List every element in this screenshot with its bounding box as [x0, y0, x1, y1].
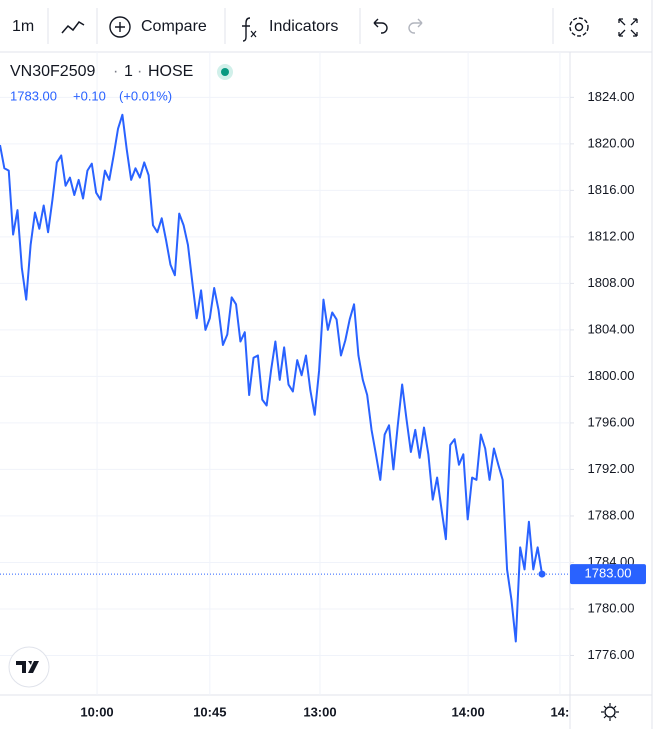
toolbar: 1m Compare Indicators: [0, 8, 652, 53]
symbol: VN30F2509: [10, 63, 95, 80]
y-tick-label: 1804.00: [588, 321, 635, 336]
indicators-icon-x: [250, 30, 257, 38]
compare-button[interactable]: Compare: [141, 18, 207, 35]
change: +0.10: [73, 88, 106, 103]
separator-dot: ·: [113, 63, 118, 80]
fullscreen-icon[interactable]: [618, 18, 638, 37]
y-tick-label: 1820.00: [588, 135, 635, 150]
y-tick-label: 1800.00: [588, 368, 635, 383]
y-tick-label: 1796.00: [588, 414, 635, 429]
y-tick-label: 1780.00: [588, 600, 635, 615]
compare-icon[interactable]: [109, 16, 131, 38]
undo-icon[interactable]: [373, 18, 388, 34]
x-tick-label: 14:00: [452, 704, 485, 719]
price-line: [0, 113, 544, 643]
redo-icon[interactable]: [408, 18, 423, 34]
y-tick-label: 1824.00: [588, 89, 635, 104]
chart-type-icon[interactable]: [61, 21, 85, 34]
last-price-badge: [570, 564, 646, 585]
interval-button[interactable]: 1m: [12, 18, 34, 35]
market-status[interactable]: [221, 68, 229, 76]
settings-icon-center: [574, 22, 584, 32]
logo: [16, 661, 39, 673]
compare-icon-plus: [115, 22, 125, 32]
last-price-label: 1783.00: [585, 566, 632, 581]
exchange: HOSE: [148, 63, 193, 80]
y-tick-label: 1776.00: [588, 647, 635, 662]
separator-dot: ·: [137, 63, 142, 80]
y-tick-label: 1808.00: [588, 275, 635, 290]
indicators-icon[interactable]: [242, 17, 251, 42]
y-tick-label: 1788.00: [588, 507, 635, 522]
y-tick-label: 1816.00: [588, 182, 635, 197]
last-point: [538, 570, 546, 578]
price: 1783.00: [10, 88, 57, 103]
y-tick-label: 1792.00: [588, 461, 635, 476]
axis-settings-rays: [601, 703, 619, 721]
x-tick-label: 14:: [551, 704, 570, 719]
x-tick-label: 13:00: [303, 704, 336, 719]
x-tick-label: 10:00: [80, 704, 113, 719]
logo-badge[interactable]: [8, 646, 50, 688]
x-tick-label: 10:45: [193, 704, 226, 719]
axis-settings-icon[interactable]: [604, 706, 616, 718]
indicators-button[interactable]: Indicators: [269, 18, 338, 35]
interval: 1: [124, 63, 133, 80]
change-percent: (+0.01%): [119, 88, 172, 103]
plot-area: 1776.001780.001784.001788.001792.001796.…: [0, 52, 635, 719]
y-tick-label: 1812.00: [588, 228, 635, 243]
settings-icon[interactable]: [569, 17, 589, 37]
